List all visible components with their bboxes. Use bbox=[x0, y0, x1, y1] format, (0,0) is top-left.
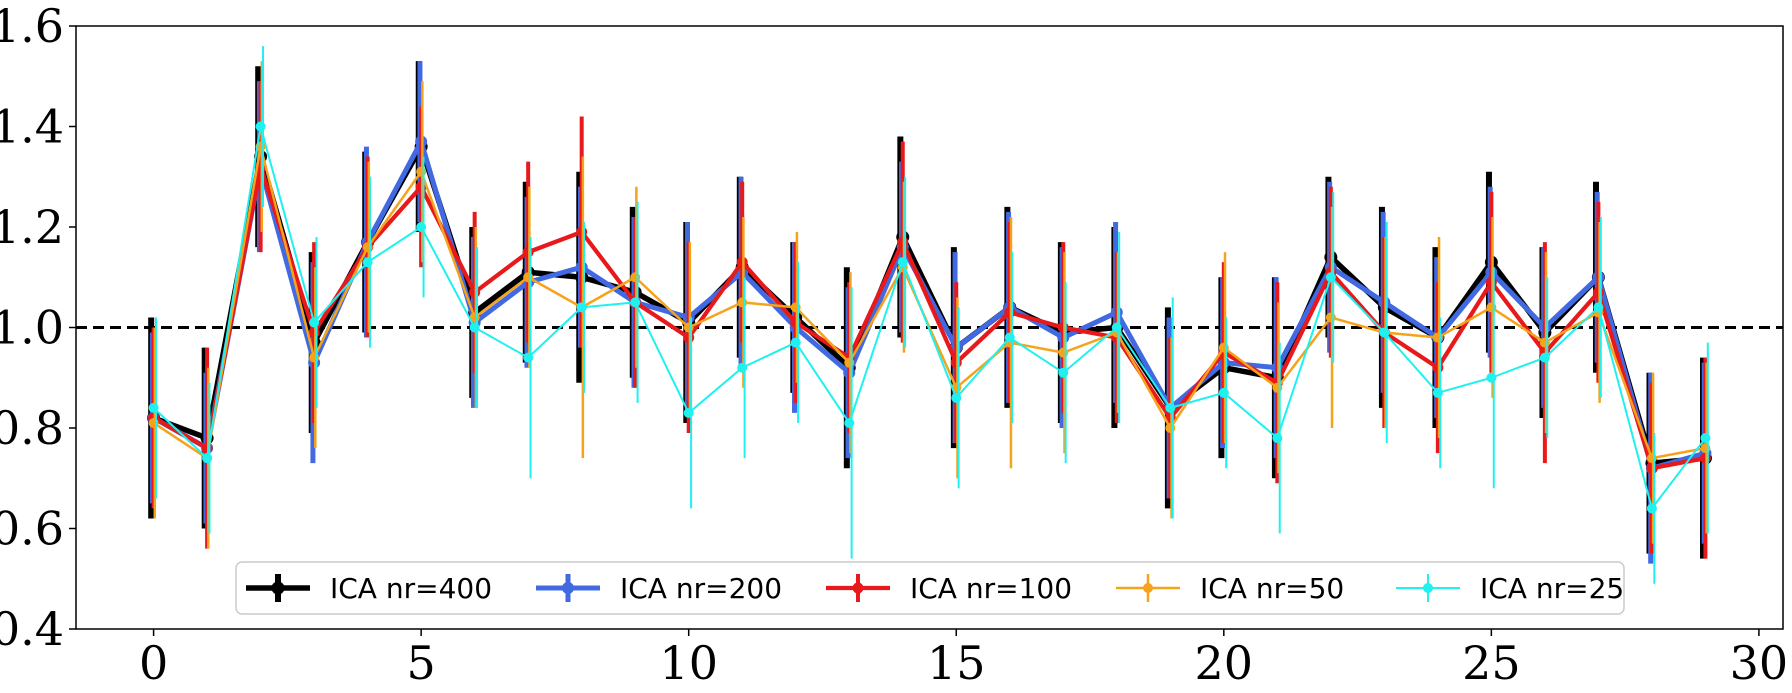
legend-entry: ICA nr=50 bbox=[1116, 572, 1344, 605]
data-point bbox=[1700, 443, 1711, 454]
x-tick-label: 5 bbox=[407, 636, 436, 690]
legend-marker bbox=[1143, 583, 1153, 593]
data-point bbox=[1539, 337, 1550, 348]
x-tick-label: 0 bbox=[139, 636, 168, 690]
legend-label: ICA nr=50 bbox=[1200, 572, 1344, 605]
data-point bbox=[1646, 503, 1657, 514]
data-point bbox=[951, 392, 962, 403]
y-tick-label: 1.6 bbox=[0, 0, 64, 53]
data-point bbox=[1325, 272, 1336, 283]
data-point bbox=[1218, 387, 1229, 398]
series-line bbox=[152, 164, 1706, 471]
data-point bbox=[844, 357, 855, 368]
data-point bbox=[1058, 347, 1069, 358]
legend-marker bbox=[1423, 583, 1433, 593]
data-point bbox=[469, 322, 480, 333]
data-point bbox=[523, 352, 534, 363]
data-point bbox=[844, 417, 855, 428]
legend-label: ICA nr=25 bbox=[1480, 572, 1624, 605]
data-point bbox=[1646, 453, 1657, 464]
y-tick-label: 1.0 bbox=[0, 301, 64, 355]
legend-label: ICA nr=200 bbox=[620, 572, 782, 605]
series-4 bbox=[148, 61, 1711, 549]
y-tick-label: 1.2 bbox=[0, 200, 64, 254]
data-point bbox=[523, 272, 534, 283]
data-point bbox=[683, 322, 694, 333]
y-tick-label: 0.4 bbox=[0, 602, 64, 656]
data-point bbox=[362, 242, 373, 253]
data-point bbox=[309, 352, 320, 363]
legend-label: ICA nr=100 bbox=[910, 572, 1072, 605]
data-point bbox=[1700, 433, 1711, 444]
data-point bbox=[1111, 322, 1122, 333]
data-point bbox=[683, 407, 694, 418]
data-point bbox=[897, 257, 908, 268]
series-line bbox=[152, 125, 1707, 510]
data-point bbox=[148, 402, 159, 413]
legend-label: ICA nr=400 bbox=[330, 572, 492, 605]
data-point bbox=[737, 362, 748, 373]
series-5 bbox=[148, 46, 1711, 584]
x-tick-label: 30 bbox=[1730, 636, 1789, 690]
data-point bbox=[1432, 387, 1443, 398]
y-tick-label: 1.4 bbox=[0, 100, 64, 154]
data-point bbox=[1432, 332, 1443, 343]
data-point bbox=[790, 302, 801, 313]
series-2 bbox=[147, 61, 1712, 564]
legend-entry: ICA nr=25 bbox=[1396, 572, 1624, 605]
x-tick-label: 25 bbox=[1462, 636, 1521, 690]
y-tick-label: 0.8 bbox=[0, 401, 64, 455]
data-point bbox=[630, 272, 641, 283]
legend-marker bbox=[271, 581, 285, 595]
data-point bbox=[1593, 302, 1604, 313]
y-tick-label: 0.6 bbox=[0, 502, 64, 556]
data-point bbox=[1218, 342, 1229, 353]
x-tick-label: 20 bbox=[1195, 636, 1254, 690]
data-point bbox=[576, 302, 587, 313]
legend-box bbox=[235, 561, 1625, 615]
data-point bbox=[148, 417, 159, 428]
data-point bbox=[1379, 327, 1390, 338]
data-point bbox=[737, 297, 748, 308]
data-point bbox=[1272, 433, 1283, 444]
x-tick-label: 10 bbox=[659, 636, 718, 690]
data-point bbox=[1539, 352, 1550, 363]
data-point bbox=[202, 453, 213, 464]
data-point bbox=[630, 297, 641, 308]
series-3 bbox=[148, 81, 1711, 559]
data-point bbox=[416, 222, 427, 232]
data-point bbox=[1272, 382, 1283, 393]
data-point bbox=[1165, 423, 1176, 433]
legend-entry: ICA nr=400 bbox=[246, 572, 492, 605]
legend-marker bbox=[852, 582, 864, 594]
data-point bbox=[255, 121, 266, 132]
data-point bbox=[1325, 312, 1336, 323]
legend-entry: ICA nr=200 bbox=[536, 572, 782, 605]
legend-marker bbox=[562, 582, 574, 594]
series-1 bbox=[147, 61, 1712, 559]
legend-entry: ICA nr=100 bbox=[826, 572, 1072, 605]
data-point bbox=[416, 166, 427, 177]
data-point bbox=[790, 337, 801, 348]
data-point bbox=[362, 257, 373, 268]
data-point bbox=[1004, 332, 1015, 343]
data-point bbox=[1058, 367, 1069, 378]
data-point bbox=[1486, 302, 1497, 313]
data-point bbox=[309, 317, 320, 328]
x-tick-label: 15 bbox=[927, 636, 986, 690]
data-point bbox=[1486, 372, 1497, 383]
data-point bbox=[1165, 402, 1176, 413]
